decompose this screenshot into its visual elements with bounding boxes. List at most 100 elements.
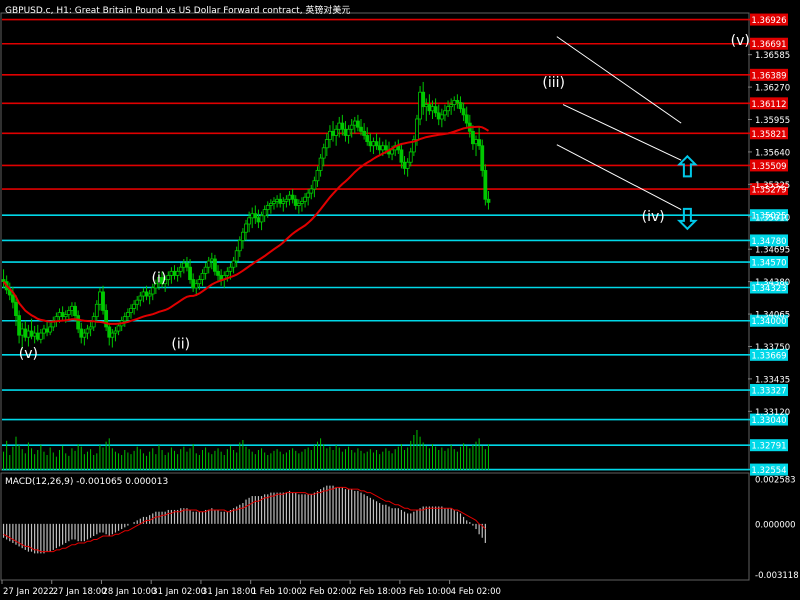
macd-title: MACD(12,26,9) -0.001065 0.000013 [5,477,169,487]
candle-body [433,106,438,114]
candle [296,199,301,214]
price-tick-label: 1.33120 [755,408,790,418]
candle [147,289,152,305]
candle [464,106,469,128]
candle [362,123,367,140]
candle [48,322,53,336]
candle-body [10,294,15,303]
candle-body [318,157,323,171]
candle-body [169,270,174,276]
candle [153,279,158,294]
candle-body [278,198,283,204]
candle-body [281,200,286,204]
candle-body [20,328,25,336]
candle-body [107,326,112,338]
candle-body [194,283,199,289]
candle-body [272,200,276,204]
candle [303,193,307,208]
support-level-label: 1.32791 [751,442,786,452]
candle-body [231,260,236,268]
candle [66,306,71,321]
candle [10,286,15,309]
candle-body [85,328,90,334]
candle [268,199,273,214]
time-tick-label: 2 Feb 02:00 [301,587,351,597]
up-arrow-icon [676,154,698,178]
time-tick-label: 1 Feb 10:00 [252,587,302,597]
price-tick-label: 1.35640 [755,148,790,158]
candle-body [402,161,407,169]
candle-body [421,91,426,108]
candle [471,125,475,150]
candle-body [303,196,307,202]
candle [480,139,485,177]
resistance-level-label-bg [750,68,788,81]
candle [356,114,360,132]
candle-body [138,295,143,301]
candle-body [371,141,376,147]
candle-body [23,328,28,338]
candle-body [213,258,217,272]
candle [346,125,351,144]
candle-body [113,330,118,334]
support-level-label: 1.34780 [751,237,786,247]
candle [306,188,311,206]
candle-body [228,266,233,272]
candle [122,312,127,327]
time-tick-label: 27 Jan 18:00 [53,587,107,597]
candle [110,328,115,348]
candle-body [324,139,329,149]
candle-body [439,114,444,120]
candle [234,246,239,268]
support-level-label: 1.35025 [751,212,786,222]
candle-body [147,293,152,297]
candle [125,308,130,321]
price-levels: 1.36926 1.36691 1.36389 1.36112 1.35821 1.355… [2,13,788,476]
candle [318,153,323,177]
resistance-level-label-bg [750,183,788,196]
resistance-level-label: 1.35279 [751,186,786,196]
candle-body [206,260,211,268]
candle-body [424,104,429,108]
candle [321,143,326,167]
candle-body [42,328,46,334]
candle [185,256,189,272]
candle [188,258,192,284]
candle-body [399,149,404,163]
candle-body [45,328,49,333]
support-level-label-bg [750,234,788,247]
candle-body [181,262,186,268]
candle-body [88,326,93,330]
candle [399,143,404,169]
candle-body [79,328,84,338]
channel-lines[interactable] [556,36,682,211]
candle-body [455,100,460,103]
candle-body [287,194,292,200]
candle [449,98,454,115]
support-level-label-bg [750,256,788,269]
candle-body [284,198,289,202]
candle-body [76,315,81,330]
candle [340,114,345,136]
time-tick-label: 4 Feb 02:00 [451,587,501,597]
candle-body [328,130,332,140]
candle-body [315,170,320,182]
candle-body [129,307,133,313]
candle-body [153,283,158,289]
candle [82,328,87,346]
time-tick-label: 31 Jan 02:00 [152,587,206,597]
candle-body [38,332,43,340]
candle-body [365,135,370,143]
resistance-level-label-bg [750,159,788,172]
candle [262,205,267,222]
candle [374,133,379,150]
candle-body [461,108,466,116]
candle-body [188,266,192,280]
candle-body [337,122,342,130]
candle [418,86,422,126]
candle-body [486,198,491,203]
candle-body [290,194,295,200]
candle [129,304,133,319]
resistance-level-label-bg [750,97,788,110]
